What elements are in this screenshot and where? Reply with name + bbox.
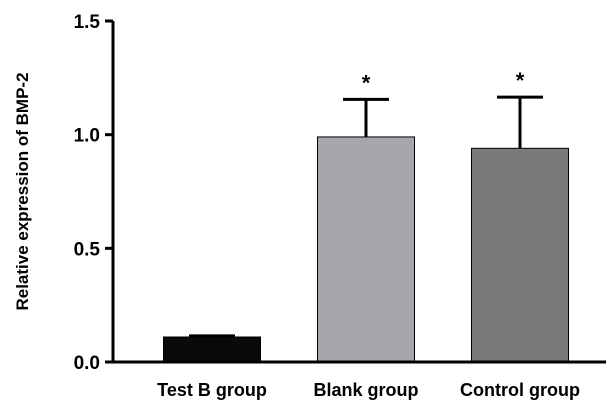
x-tick-label: Test B group: [157, 380, 267, 400]
bar: [471, 147, 569, 363]
significance-marker: *: [362, 70, 371, 95]
y-axis-label: Relative expression of BMP-2: [13, 72, 32, 310]
x-tick-label: Blank group: [313, 380, 418, 400]
y-tick-label: 0.0: [74, 353, 100, 374]
bars-group: [163, 136, 569, 363]
bar: [163, 336, 261, 363]
x-tick-labels-group: Test B group Blank group Control group: [157, 380, 580, 400]
axes-group: [111, 21, 606, 364]
x-tick-label: Control group: [460, 380, 580, 400]
bar: [317, 136, 415, 363]
error-bars-group: [189, 95, 543, 338]
y-tick-label: 0.5: [74, 239, 101, 260]
significance-group: * *: [362, 68, 525, 95]
y-ticks-group: 0.0 0.5 1.0 1.5: [74, 12, 113, 374]
significance-marker: *: [516, 68, 525, 93]
y-tick-label: 1.5: [74, 12, 101, 33]
y-tick-label: 1.0: [74, 126, 100, 147]
